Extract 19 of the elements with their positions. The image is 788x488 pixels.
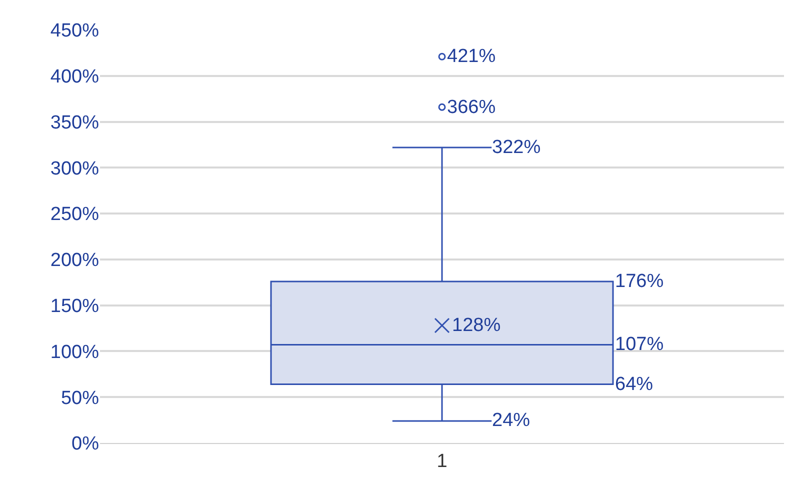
y-tick-label: 450% (50, 20, 100, 42)
y-tick-label: 400% (50, 66, 100, 88)
y-tick-label: 50% (60, 388, 100, 409)
annotation: 128% (452, 315, 501, 336)
x-tick-label: 1 (436, 450, 448, 472)
annotation: 421% (447, 46, 496, 67)
y-tick-label: 350% (50, 112, 100, 134)
annotation: 366% (447, 97, 496, 118)
y-tick-label: 200% (50, 250, 100, 272)
annotation: 176% (615, 271, 664, 292)
annotation: 322% (492, 137, 541, 158)
annotation: 64% (615, 374, 654, 395)
y-tick-label: 250% (50, 204, 100, 226)
y-tick-label: 150% (50, 296, 100, 317)
y-tick-label: 300% (50, 158, 100, 180)
y-tick-label: 100% (50, 342, 100, 363)
y-tick-label: 0% (72, 434, 100, 455)
annotation: 107% (615, 334, 664, 355)
annotation: 24% (492, 410, 530, 431)
